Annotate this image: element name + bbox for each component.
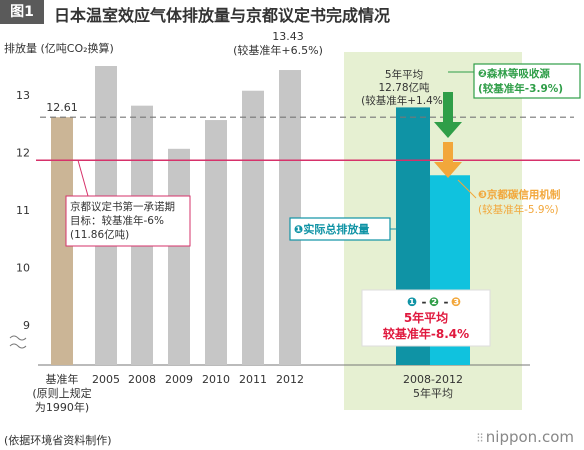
axis-break-icon [9, 335, 27, 349]
y-tick-label: 11 [16, 204, 30, 217]
bar-2011 [242, 90, 264, 365]
y-tick-label: 10 [16, 261, 30, 274]
net-formula-symbol: - [444, 295, 449, 309]
net-result-box [361, 289, 491, 347]
y-tick-label: 9 [23, 319, 30, 332]
period-x-label: 2008-2012 [403, 373, 463, 386]
net-formula-symbol: ❷ [429, 295, 439, 309]
credit-arrow-head-icon [434, 162, 462, 178]
y-axis-label: 排放量 (亿吨CO₂换算) [4, 41, 114, 55]
bar-base-year [51, 117, 73, 365]
actual-value-label: (较基准年+1.4%) [361, 94, 447, 107]
figure-tag: 图1 [0, 0, 44, 24]
target-note-line: 京都议定书第一承诺期 [70, 200, 175, 213]
x-tick-label: 2009 [165, 373, 193, 386]
figure-header: 图1 日本温室效应气体排放量与京都议定书完成情况 [0, 0, 584, 28]
data-label-2012-change: (较基准年+6.5%) [233, 43, 323, 57]
figure-title: 日本温室效应气体排放量与京都议定书完成情况 [54, 6, 391, 25]
period-x-sublabel: 5年平均 [413, 386, 453, 400]
x-tick-label: 2012 [276, 373, 304, 386]
target-callout-leader [77, 160, 89, 197]
target-note-line: (11.86亿吨) [70, 228, 129, 241]
x-tick-label: 基准年 [46, 372, 79, 386]
forest-label: ❷森林等吸收源 [478, 67, 550, 80]
x-tick-label: 2011 [239, 373, 267, 386]
credit-label: ❸京都碳信用机制 [478, 188, 560, 201]
actual-value-label: 5年平均 [385, 68, 423, 81]
net-formula-symbol: ❸ [451, 295, 461, 309]
actual-callout-label: ❶实际总排放量 [294, 222, 369, 236]
x-tick-label: 2005 [92, 373, 120, 386]
base-year-note: (原则上规定 [32, 386, 91, 400]
forest-arrow-shaft [443, 92, 453, 122]
target-callout-box [65, 195, 191, 247]
net-label: 5年平均 [404, 310, 448, 325]
brand-name: nippon.com [485, 428, 574, 446]
net-formula-symbol: - [422, 295, 427, 309]
forest-label-change: (较基准年-3.9%) [478, 82, 563, 95]
y-tick-label: 12 [16, 146, 30, 159]
credit-arrow-shaft [443, 142, 453, 162]
actual-value-label: 12.78亿吨 [378, 81, 430, 94]
x-tick-label: 2010 [202, 373, 230, 386]
target-note-line: 目标：较基准年-6% [70, 214, 164, 227]
bar-2009 [168, 148, 190, 365]
credit-label-change: (较基准年-5.9%) [478, 203, 559, 216]
brand-dots-icon: ⁝⁝ [476, 431, 486, 446]
data-label-base-year: 12.61 [46, 101, 78, 114]
data-label-2012: 13.43 [272, 30, 304, 43]
forest-arrow-head-icon [434, 122, 462, 138]
forest-callout-box [473, 63, 581, 99]
credit-callout-leader [457, 179, 477, 199]
bar-2010 [205, 120, 227, 365]
source-note: (依据环境省资料制作) [4, 434, 112, 447]
net-label-change: 较基准年-8.4% [383, 326, 469, 341]
base-year-note: 为1990年) [35, 400, 89, 414]
x-tick-label: 2008 [128, 373, 156, 386]
brand-logo: ⁝⁝ nippon.com [476, 428, 574, 446]
y-tick-label: 13 [16, 89, 30, 102]
net-formula-symbol: ❶ [407, 295, 417, 309]
